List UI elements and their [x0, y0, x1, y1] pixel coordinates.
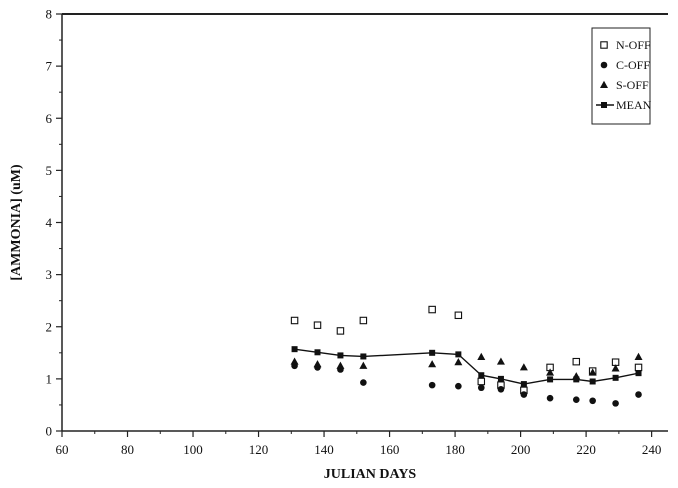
data-point-s-off — [611, 364, 620, 372]
data-point-mean — [547, 376, 554, 383]
x-axis-title: JULIAN DAYS — [324, 467, 417, 482]
legend-marker-c-off — [600, 61, 608, 69]
data-point-mean — [478, 372, 485, 379]
data-point-c-off — [612, 400, 619, 407]
data-point-n-off — [572, 357, 581, 366]
x-tick-label: 60 — [56, 442, 69, 457]
data-point-mean — [455, 351, 462, 358]
data-point-c-off — [497, 386, 505, 393]
data-point-s-off — [313, 360, 322, 368]
series-mean — [291, 346, 642, 388]
data-point-n-off — [313, 321, 322, 329]
data-point-n-off — [290, 316, 299, 325]
data-point-c-off — [572, 396, 580, 404]
data-point-c-off — [635, 391, 642, 398]
data-point-s-off — [454, 357, 463, 366]
data-point-n-off — [359, 316, 368, 325]
x-tick-label: 100 — [183, 442, 203, 457]
data-point-s-off — [519, 363, 528, 371]
legend: N-OFF C-OFF S-OFF MEAN — [591, 27, 652, 125]
legend-marker-mean — [601, 102, 607, 108]
data-point-mean — [337, 352, 344, 359]
x-tick-label: 180 — [445, 442, 465, 457]
data-point-n-off — [336, 327, 345, 335]
data-point-c-off — [360, 379, 367, 386]
data-point-c-off — [520, 391, 528, 398]
x-tick-label: 220 — [576, 442, 596, 457]
data-point-mean — [314, 349, 321, 356]
data-point-mean — [291, 346, 298, 353]
data-point-mean — [497, 375, 504, 382]
data-point-s-off — [588, 368, 597, 376]
x-tick-label: 160 — [380, 442, 400, 457]
data-point-mean — [612, 374, 619, 381]
x-axis: 60 80 100 120 140 160 180 200 220 240 — [56, 431, 662, 457]
data-point-n-off — [454, 311, 463, 320]
data-point-s-off — [336, 361, 345, 369]
legend-label-n-off: N-OFF — [616, 38, 651, 52]
data-point-s-off — [359, 361, 368, 369]
y-tick-label: 8 — [46, 7, 53, 22]
data-point-s-off — [290, 357, 299, 365]
data-point-s-off — [496, 357, 505, 365]
data-point-mean — [360, 353, 367, 360]
x-tick-label: 140 — [314, 442, 334, 457]
data-point-mean — [589, 378, 596, 385]
legend-label-mean: MEAN — [616, 98, 652, 112]
data-point-c-off — [477, 384, 485, 392]
y-tick-label: 4 — [46, 215, 53, 230]
data-point-mean — [520, 381, 527, 388]
series-mean-line — [294, 348, 639, 385]
data-point-c-off — [455, 382, 462, 390]
x-tick-label: 80 — [121, 442, 134, 457]
data-point-mean — [573, 376, 580, 383]
data-point-mean — [635, 370, 642, 377]
data-point-c-off — [428, 381, 436, 389]
data-point-s-off — [634, 352, 643, 360]
y-axis-title: [AMMONIA] (uM) — [9, 164, 24, 281]
legend-label-s-off: S-OFF — [616, 78, 649, 92]
legend-label-c-off: C-OFF — [616, 58, 650, 72]
data-point-s-off — [546, 368, 555, 376]
y-tick-label: 7 — [46, 59, 53, 74]
data-point-s-off — [428, 360, 437, 368]
x-tick-label: 240 — [642, 442, 662, 457]
y-tick-label: 5 — [46, 163, 53, 178]
y-axis: 0 1 2 3 4 5 6 7 8 — [46, 7, 62, 439]
y-tick-label: 1 — [46, 371, 53, 386]
x-tick-label: 200 — [511, 442, 531, 457]
data-point-c-off — [546, 394, 554, 402]
x-tick-label: 120 — [249, 442, 269, 457]
y-tick-label: 3 — [46, 267, 53, 282]
y-tick-label: 0 — [46, 424, 53, 439]
legend-marker-n-off — [600, 41, 608, 49]
y-tick-label: 6 — [46, 111, 53, 126]
legend-marker-s-off — [600, 80, 608, 88]
data-point-mean — [429, 349, 436, 356]
series-layer — [290, 305, 643, 407]
data-point-n-off — [634, 363, 643, 372]
y-tick-label: 2 — [46, 319, 53, 334]
data-point-n-off — [428, 305, 436, 314]
data-point-s-off — [477, 352, 486, 360]
data-point-n-off — [477, 377, 486, 386]
data-point-c-off — [589, 397, 596, 405]
